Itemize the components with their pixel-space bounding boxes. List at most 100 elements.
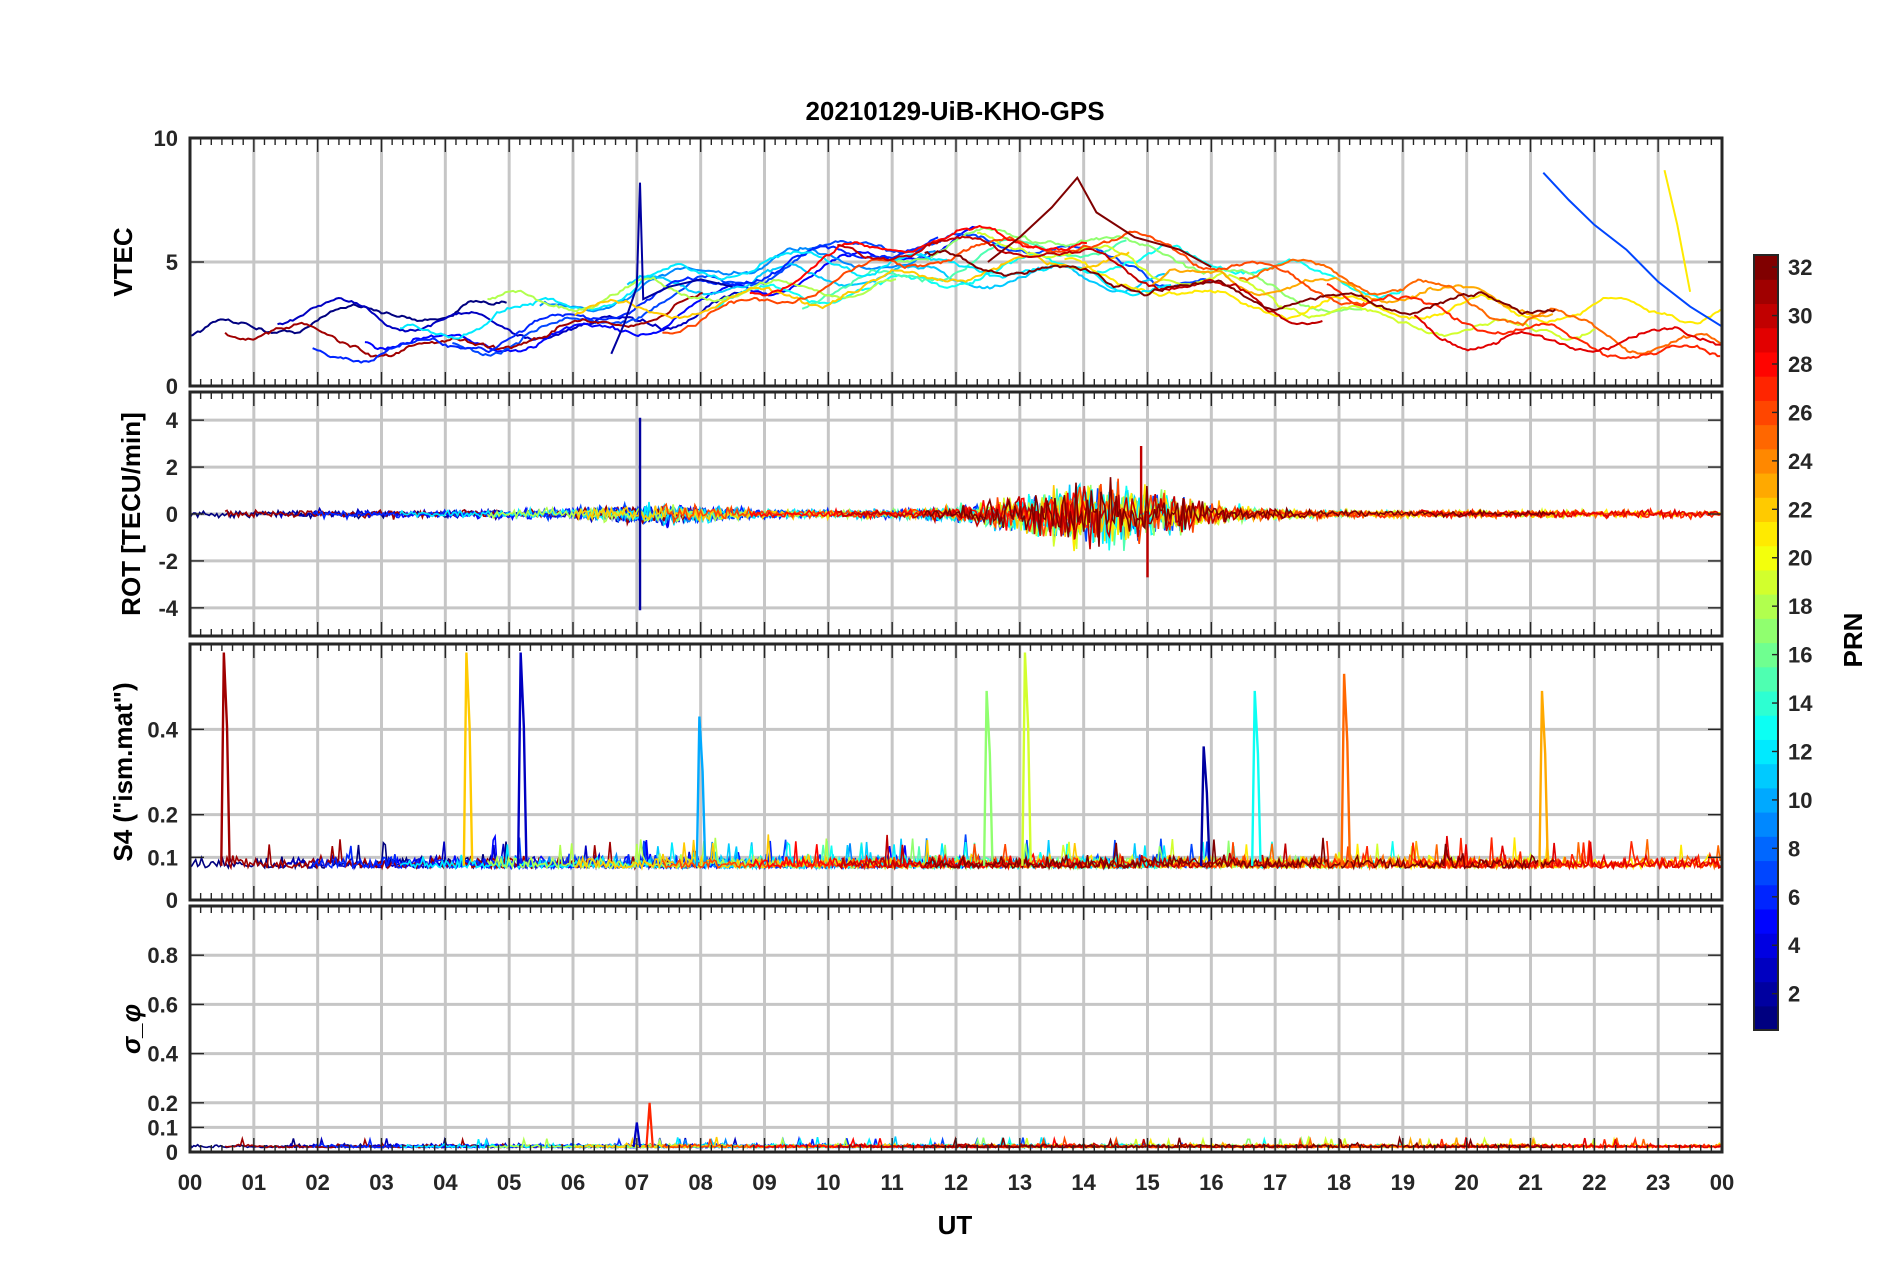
y-tick-label-sigma_phi: 0.4 bbox=[147, 1042, 178, 1067]
x-tick-label: 19 bbox=[1391, 1170, 1415, 1195]
y-axis-label-rot: ROT [TECU/min] bbox=[116, 412, 146, 616]
colorbar-tick-label: 6 bbox=[1788, 885, 1800, 910]
x-tick-label: 12 bbox=[944, 1170, 968, 1195]
s4-spike-prn-31 bbox=[220, 652, 231, 866]
y-tick-label-sigma_phi: 0.2 bbox=[147, 1091, 178, 1116]
colorbar-tick-label: 14 bbox=[1788, 691, 1813, 716]
y-tick-label-rot: 0 bbox=[166, 502, 178, 527]
s4-spike-prn-3 bbox=[516, 652, 528, 866]
vtec-line-prn-28 bbox=[749, 224, 1087, 297]
sigma-line-prn-29 bbox=[1413, 1137, 1721, 1149]
sigma-spike-prn-3 bbox=[632, 1122, 642, 1148]
s4-spike-prn-23 bbox=[1538, 690, 1549, 866]
vtec-line-prn-21 bbox=[1663, 169, 1692, 292]
x-tick-label: 23 bbox=[1646, 1170, 1670, 1195]
vtec-line-prn-18 bbox=[487, 276, 897, 313]
colorbar-tick-label: 8 bbox=[1788, 836, 1800, 861]
colorbar-swatch bbox=[1754, 279, 1778, 305]
colorbar-swatch bbox=[1754, 327, 1778, 353]
colorbar-swatch bbox=[1754, 763, 1778, 789]
colorbar-swatch bbox=[1754, 666, 1778, 692]
colorbar-label: PRN bbox=[1838, 613, 1868, 668]
colorbar-swatch bbox=[1754, 908, 1778, 934]
vtec-line-prn-6 bbox=[312, 236, 939, 364]
x-tick-label: 22 bbox=[1582, 1170, 1606, 1195]
y-tick-label-s4: 0.4 bbox=[147, 717, 178, 742]
x-axis-label: UT bbox=[938, 1210, 973, 1240]
colorbar-tick-label: 30 bbox=[1788, 304, 1812, 329]
s4-spike-prn-25 bbox=[1340, 673, 1352, 866]
s4-line-prn-32 bbox=[924, 837, 1556, 871]
colorbar-tick-label: 2 bbox=[1788, 982, 1800, 1007]
colorbar-tick-label: 10 bbox=[1788, 788, 1812, 813]
vtec-line-prn-27 bbox=[1326, 283, 1721, 360]
series-group-vtec bbox=[190, 169, 1722, 364]
y-tick-label-rot: -4 bbox=[158, 596, 178, 621]
x-tick-label: 16 bbox=[1199, 1170, 1223, 1195]
y-tick-label-sigma_phi: 0.1 bbox=[147, 1115, 178, 1140]
y-tick-label-s4: 0 bbox=[166, 888, 178, 913]
colorbar-swatch bbox=[1754, 618, 1778, 644]
colorbar-tick-label: 12 bbox=[1788, 739, 1812, 764]
vtec-line-prn-7 bbox=[1542, 172, 1722, 328]
colorbar-tick-label: 4 bbox=[1788, 933, 1801, 958]
y-tick-label-s4: 0.1 bbox=[147, 845, 178, 870]
vtec-line-prn-17 bbox=[888, 226, 1363, 314]
x-tick-label: 03 bbox=[369, 1170, 393, 1195]
colorbar-tick-label: 26 bbox=[1788, 400, 1812, 425]
vtec-line-prn-30 bbox=[837, 235, 1323, 326]
x-tick-label: 00 bbox=[1710, 1170, 1734, 1195]
sigma-line-prn-32 bbox=[924, 1135, 1556, 1149]
y-tick-label-sigma_phi: 0.8 bbox=[147, 943, 178, 968]
y-tick-label-rot: -2 bbox=[158, 549, 178, 574]
x-axis: 00 01 02 03 04 05 06 07 08 09 10 11 12 13 14 15 16 17 18 19… bbox=[178, 1170, 1734, 1195]
vtec-line-prn-9 bbox=[539, 246, 936, 313]
y-tick-label-sigma_phi: 0.6 bbox=[147, 992, 178, 1017]
sigma-spike-prn-27 bbox=[645, 1102, 654, 1148]
rot-line-prn-32 bbox=[923, 477, 1556, 547]
x-tick-label: 10 bbox=[816, 1170, 840, 1195]
colorbar-swatch bbox=[1754, 472, 1778, 498]
x-tick-label: 04 bbox=[433, 1170, 458, 1195]
colorbar-tick-label: 24 bbox=[1788, 449, 1813, 474]
y-tick-label-rot: 2 bbox=[166, 455, 178, 480]
colorbar-tick-label: 20 bbox=[1788, 546, 1812, 571]
s4-spike-prn-13 bbox=[1250, 690, 1262, 866]
vtec-line-prn-15 bbox=[801, 237, 1127, 310]
colorbar-swatch bbox=[1754, 860, 1778, 886]
colorbar-swatch bbox=[1754, 812, 1778, 837]
panel-s4: 0 0.1 0.2 0.4 S4 ("ism.mat") bbox=[108, 642, 1724, 913]
panel-rot: -4 -2 0 2 4 ROT [TECU/min] bbox=[116, 390, 1724, 638]
vtec-line-prn-32 bbox=[924, 249, 1556, 316]
vtec-line-prn-3 bbox=[277, 290, 743, 341]
colorbar-swatch bbox=[1754, 957, 1778, 983]
vtec-line-prn-32 bbox=[987, 175, 1212, 268]
vtec-line-prn-11 bbox=[626, 262, 1170, 296]
x-tick-label: 09 bbox=[752, 1170, 776, 1195]
vtec-line-prn-1 bbox=[190, 299, 507, 337]
x-tick-label: 02 bbox=[305, 1170, 329, 1195]
colorbar-tick-label: 18 bbox=[1788, 594, 1812, 619]
y-tick-label-rot: 4 bbox=[166, 408, 179, 433]
s4-spike-prn-2 bbox=[1199, 746, 1211, 866]
y-tick-label-s4: 0.2 bbox=[147, 803, 178, 828]
x-tick-label: 06 bbox=[561, 1170, 585, 1195]
colorbar-swatch bbox=[1754, 424, 1778, 450]
vtec-line-prn-29 bbox=[1413, 314, 1721, 353]
x-tick-label: 15 bbox=[1135, 1170, 1159, 1195]
x-tick-label: 13 bbox=[1008, 1170, 1032, 1195]
x-tick-label: 07 bbox=[625, 1170, 649, 1195]
colorbar-tick-label: 28 bbox=[1788, 352, 1812, 377]
colorbar-swatch bbox=[1754, 1005, 1778, 1031]
vtec-line-prn-23 bbox=[1151, 268, 1554, 318]
colorbar-swatch bbox=[1754, 715, 1778, 740]
x-tick-label: 18 bbox=[1327, 1170, 1351, 1195]
x-tick-label: 08 bbox=[688, 1170, 712, 1195]
x-tick-label: 11 bbox=[881, 1170, 904, 1195]
s4-spike-prn-10 bbox=[695, 716, 707, 866]
panel-vtec: 0 5 10 VTEC bbox=[108, 126, 1724, 399]
x-tick-label: 14 bbox=[1071, 1170, 1096, 1195]
